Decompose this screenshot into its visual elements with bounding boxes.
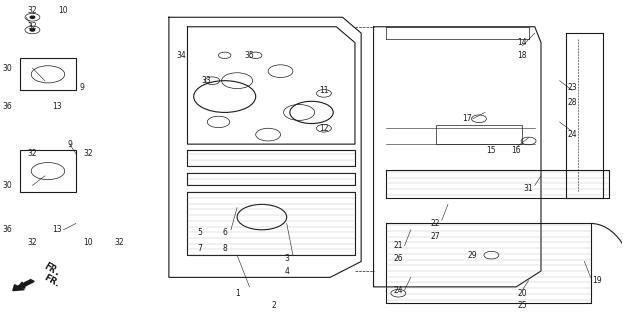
Text: 32: 32 [115, 238, 124, 247]
Text: FR.: FR. [42, 261, 62, 279]
Text: 9: 9 [67, 140, 72, 148]
Text: 18: 18 [518, 51, 527, 60]
Circle shape [30, 16, 35, 18]
Text: 7: 7 [197, 244, 202, 253]
Text: 35: 35 [245, 51, 254, 60]
Text: 16: 16 [511, 146, 521, 155]
Text: 13: 13 [52, 225, 62, 234]
Text: 12: 12 [319, 124, 329, 133]
Text: 24: 24 [394, 285, 403, 295]
Text: 30: 30 [2, 63, 12, 73]
Text: 32: 32 [27, 6, 37, 15]
Text: 14: 14 [518, 38, 527, 47]
Text: 29: 29 [468, 251, 478, 260]
Text: 4: 4 [284, 267, 289, 276]
Text: 25: 25 [518, 301, 527, 310]
Text: 36: 36 [2, 225, 12, 234]
Text: 24: 24 [567, 130, 577, 139]
Text: 6: 6 [222, 228, 227, 237]
Text: 8: 8 [222, 244, 227, 253]
Text: 1: 1 [235, 289, 239, 298]
Text: 34: 34 [176, 51, 186, 60]
Text: 10: 10 [59, 6, 69, 15]
Text: 9: 9 [80, 83, 85, 92]
Text: 27: 27 [430, 232, 440, 241]
Text: 19: 19 [592, 276, 602, 285]
Text: 3: 3 [284, 254, 289, 263]
Text: 30: 30 [2, 181, 12, 190]
Text: 28: 28 [568, 99, 577, 108]
Text: 13: 13 [52, 101, 62, 111]
Text: 32: 32 [83, 149, 93, 158]
Bar [435, 125, 522, 144]
Text: 23: 23 [567, 83, 577, 92]
Bar [20, 150, 76, 192]
FancyArrow shape [13, 280, 34, 291]
Text: 21: 21 [394, 241, 403, 250]
Text: 32: 32 [27, 22, 37, 31]
Text: 32: 32 [27, 238, 37, 247]
Text: 17: 17 [462, 114, 472, 123]
Text: 36: 36 [2, 101, 12, 111]
Text: 33: 33 [201, 76, 211, 85]
Bar [20, 59, 76, 90]
Text: 10: 10 [83, 238, 93, 247]
Text: FR.: FR. [42, 273, 60, 289]
Text: 5: 5 [197, 228, 202, 237]
Text: 22: 22 [431, 219, 440, 228]
Text: 15: 15 [487, 146, 496, 155]
Text: 26: 26 [394, 254, 403, 263]
Circle shape [30, 29, 35, 31]
Text: 11: 11 [319, 86, 329, 95]
Text: 20: 20 [518, 289, 527, 298]
Text: 32: 32 [27, 149, 37, 158]
Text: 31: 31 [524, 184, 533, 193]
Text: 2: 2 [272, 301, 277, 310]
